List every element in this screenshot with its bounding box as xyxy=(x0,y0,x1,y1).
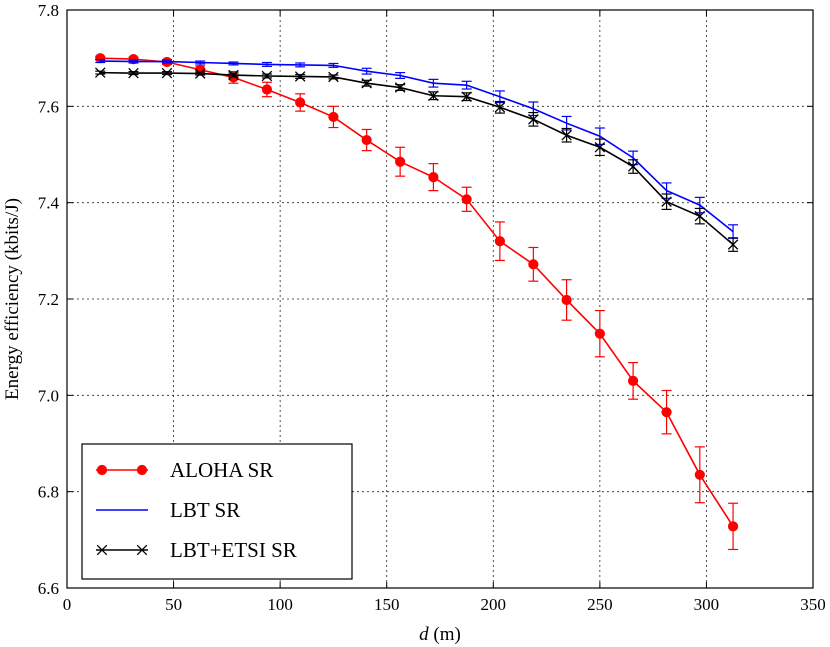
lbt-etsi-sr-line xyxy=(100,71,734,246)
y-axis-label: Energy efficiency (kbits/J) xyxy=(2,198,23,400)
lbt-etsi-sr-point xyxy=(361,77,372,89)
x-tick-label: 100 xyxy=(267,595,293,614)
lbt-etsi-sr-point xyxy=(228,69,239,81)
aloha-sr-point xyxy=(428,172,439,183)
aloha-sr-point xyxy=(295,97,306,108)
lbt-etsi-sr-point-stroke-b xyxy=(461,91,472,102)
lbt-etsi-sr-point-stroke-b xyxy=(94,67,106,78)
aloha-sr-point xyxy=(361,134,372,146)
legend-item-lbt-etsi-sr: LBT+ETSI SR xyxy=(96,538,297,562)
lbt-etsi-sr-point xyxy=(161,67,173,79)
y-tick-label: 7.8 xyxy=(38,1,59,20)
legend-marker-aloha-sr xyxy=(136,464,148,476)
legend-marker-lbt-etsi-sr xyxy=(96,544,108,556)
legend-label-lbt-etsi-sr: LBT+ETSI SR xyxy=(170,538,297,562)
axis-ticks xyxy=(66,9,814,589)
lbt-etsi-sr-point xyxy=(561,129,572,141)
y-tick-label: 7.4 xyxy=(38,194,60,213)
lbt-etsi-sr-point xyxy=(727,239,739,250)
lbt-etsi-sr-point-stroke-b xyxy=(561,129,572,141)
lbt-etsi-sr-point-stroke-b xyxy=(228,69,239,81)
y-tick-label: 7.6 xyxy=(38,97,59,116)
legend-marker-lbt-etsi-sr-stroke-b xyxy=(96,544,108,556)
lbt-etsi-sr-point-stroke-b xyxy=(394,82,406,93)
legend-marker-aloha-sr xyxy=(96,464,108,476)
lbt-etsi-sr-point-stroke-b xyxy=(328,71,339,83)
lbt-etsi-sr-point xyxy=(294,71,306,82)
legend-marker-lbt-etsi-sr-stroke-b xyxy=(136,544,148,556)
y-tick-label: 7.0 xyxy=(38,386,59,405)
legend: ALOHA SR LBT SR LBT+ETSI SR xyxy=(81,443,353,580)
y-tick-label: 7.2 xyxy=(38,290,59,309)
lbt-etsi-sr-point xyxy=(261,70,273,82)
legend-box xyxy=(81,443,353,580)
lbt-etsi-sr-point xyxy=(394,82,406,93)
x-tick-label: 50 xyxy=(165,595,182,614)
aloha-sr-point xyxy=(528,259,539,270)
x-axis-label: d (m) xyxy=(419,624,461,645)
lbt-etsi-sr-point-stroke-b xyxy=(528,114,539,125)
lbt-etsi-sr-point xyxy=(428,90,439,101)
series-lbt-sr xyxy=(95,59,739,239)
aloha-sr-point xyxy=(261,84,273,95)
lbt-etsi-sr-point xyxy=(694,210,706,222)
aloha-sr-point xyxy=(628,375,639,386)
aloha-sr-point xyxy=(561,294,572,306)
x-axis-variable: d xyxy=(419,624,429,645)
lbt-etsi-sr-point xyxy=(528,114,539,125)
lbt-etsi-sr-point-stroke-b xyxy=(428,90,439,101)
lbt-etsi-sr-point xyxy=(461,91,472,102)
aloha-sr-point xyxy=(727,521,739,532)
series-layer xyxy=(94,53,739,551)
x-tick-label: 300 xyxy=(694,595,720,614)
lbt-etsi-sr-point-stroke-b xyxy=(161,67,173,79)
lbt-etsi-sr-point xyxy=(594,142,606,153)
aloha-sr-point xyxy=(395,156,406,167)
lbt-etsi-sr-point xyxy=(328,71,339,83)
lbt-etsi-sr-point-stroke-b xyxy=(194,68,206,79)
lbt-etsi-sr-point-stroke-b xyxy=(361,77,372,89)
lbt-etsi-sr-point-stroke-b xyxy=(694,210,706,222)
legend-label-aloha-sr: ALOHA SR xyxy=(170,458,273,482)
lbt-etsi-sr-point xyxy=(627,161,639,172)
x-tick-label: 250 xyxy=(587,595,613,614)
aloha-sr-point xyxy=(594,328,605,339)
legend-item-lbt-sr: LBT SR xyxy=(96,498,240,522)
lbt-etsi-sr-point-stroke-b xyxy=(261,70,273,82)
y-tick-label: 6.8 xyxy=(38,483,59,502)
aloha-sr-point xyxy=(694,469,705,480)
aloha-sr-point xyxy=(328,111,339,123)
x-tick-label: 150 xyxy=(374,595,400,614)
lbt-etsi-sr-point-stroke-b xyxy=(594,142,606,153)
aloha-sr-point xyxy=(661,407,672,418)
lbt-sr-line xyxy=(100,60,734,233)
x-tick-labels: 0 50 100 150 200 250 300 350 xyxy=(63,595,826,614)
y-tick-labels: 6.6 6.8 7.0 7.2 7.4 7.6 7.8 xyxy=(38,1,60,598)
lbt-etsi-sr-point xyxy=(128,67,139,79)
x-tick-label: 350 xyxy=(800,595,826,614)
lbt-etsi-sr-point-stroke-b xyxy=(627,161,639,172)
x-axis-unit: (m) xyxy=(429,624,461,645)
lbt-etsi-sr-point-stroke-b xyxy=(128,67,139,79)
legend-item-aloha-sr: ALOHA SR xyxy=(96,458,273,482)
legend-marker-lbt-etsi-sr xyxy=(136,544,148,556)
lbt-etsi-sr-point-stroke-b xyxy=(727,239,739,250)
lbt-etsi-sr-point-stroke-b xyxy=(494,102,506,113)
aloha-sr-point xyxy=(461,194,472,205)
aloha-sr-point xyxy=(494,236,505,247)
lbt-etsi-sr-point xyxy=(94,67,106,78)
lbt-etsi-sr-point-stroke-b xyxy=(294,71,306,82)
x-tick-label: 200 xyxy=(481,595,507,614)
lbt-etsi-sr-point xyxy=(494,102,506,113)
lbt-etsi-sr-point xyxy=(194,68,206,79)
series-aloha-sr xyxy=(95,53,739,551)
y-tick-label: 6.6 xyxy=(38,579,59,598)
x-tick-label: 0 xyxy=(63,595,72,614)
aloha-sr-line xyxy=(100,57,734,527)
lbt-etsi-sr-point-stroke-b xyxy=(661,196,672,207)
legend-label-lbt-sr: LBT SR xyxy=(170,498,240,522)
series-lbt-etsi-sr xyxy=(94,67,739,252)
lbt-etsi-sr-point xyxy=(661,196,672,207)
